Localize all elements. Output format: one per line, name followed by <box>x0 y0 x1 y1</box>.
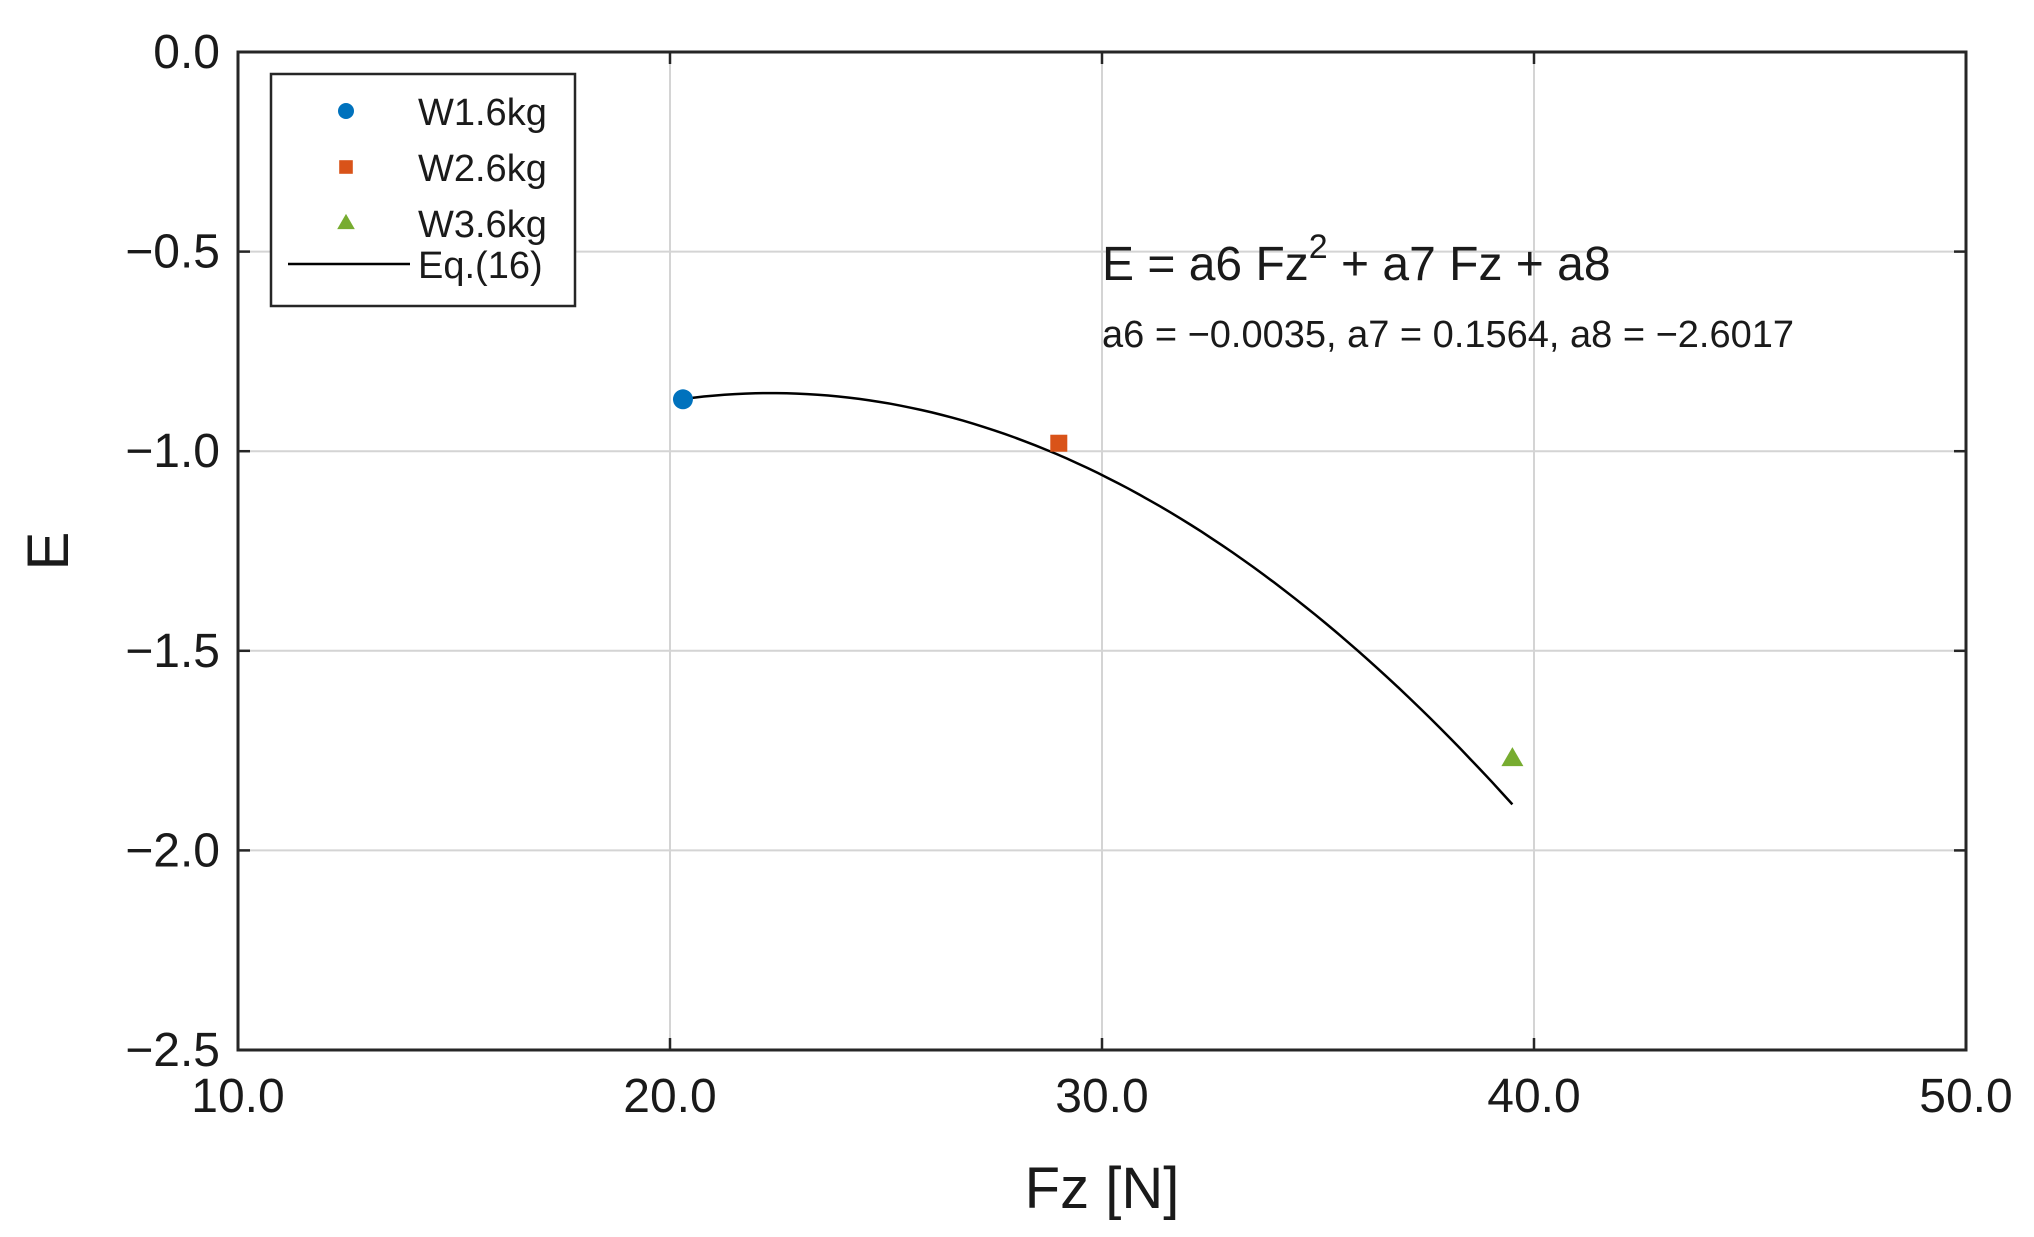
legend-box <box>269 72 577 308</box>
legend-label: W3.6kg <box>418 204 547 246</box>
x-tick-label: 40.0 <box>1487 1070 1580 1123</box>
equation-main: E = a6 Fz <box>1102 238 1309 291</box>
x-axis-title: Fz [N] <box>1025 1156 1180 1221</box>
y-tick-label: 0.0 <box>153 26 220 79</box>
y-tick-label: −2.5 <box>125 1024 220 1077</box>
equation-text: E = a6 Fz2 + a7 Fz + a8 <box>1102 228 1611 291</box>
data-point-circle <box>672 389 693 410</box>
data-markers <box>672 389 1524 767</box>
axis-ticks: 10.0 20.0 30.0 40.0 50.0 0.0 −0.5 −1.0 −1.5 −2.0 −… <box>125 26 2012 1123</box>
data-point-square <box>1050 434 1068 452</box>
equation-rest: + a7 Fz + a8 <box>1328 238 1611 291</box>
legend-label: W2.6kg <box>418 148 547 190</box>
fit-curve-group <box>682 391 1514 806</box>
legend-label: W1.6kg <box>418 92 547 134</box>
y-axis-title: E <box>16 532 81 571</box>
coefficients-text: a6 = −0.0035, a7 = 0.1564, a8 = −2.6017 <box>1102 314 1794 356</box>
data-point-triangle <box>1501 747 1524 767</box>
legend-marker-circle <box>338 103 354 119</box>
y-tick-label: −2.0 <box>125 824 220 877</box>
x-tick-label: 10.0 <box>191 1070 284 1123</box>
x-tick-label: 30.0 <box>1055 1070 1148 1123</box>
legend-marker-triangle <box>337 213 355 230</box>
y-tick-label: −0.5 <box>125 226 220 279</box>
y-tick-label: −1.0 <box>125 425 220 478</box>
fit-curve-eq16 <box>682 391 1514 806</box>
legend-marker-square <box>339 160 353 174</box>
equation-annotation: E = a6 Fz2 + a7 Fz + a8 a6 = −0.0035, a7… <box>1102 228 1794 356</box>
equation-superscript: 2 <box>1309 228 1328 266</box>
x-tick-label: 20.0 <box>623 1070 716 1123</box>
y-tick-label: −1.5 <box>125 625 220 678</box>
legend-label: Eq.(16) <box>418 245 543 287</box>
x-tick-label: 50.0 <box>1919 1070 2012 1123</box>
